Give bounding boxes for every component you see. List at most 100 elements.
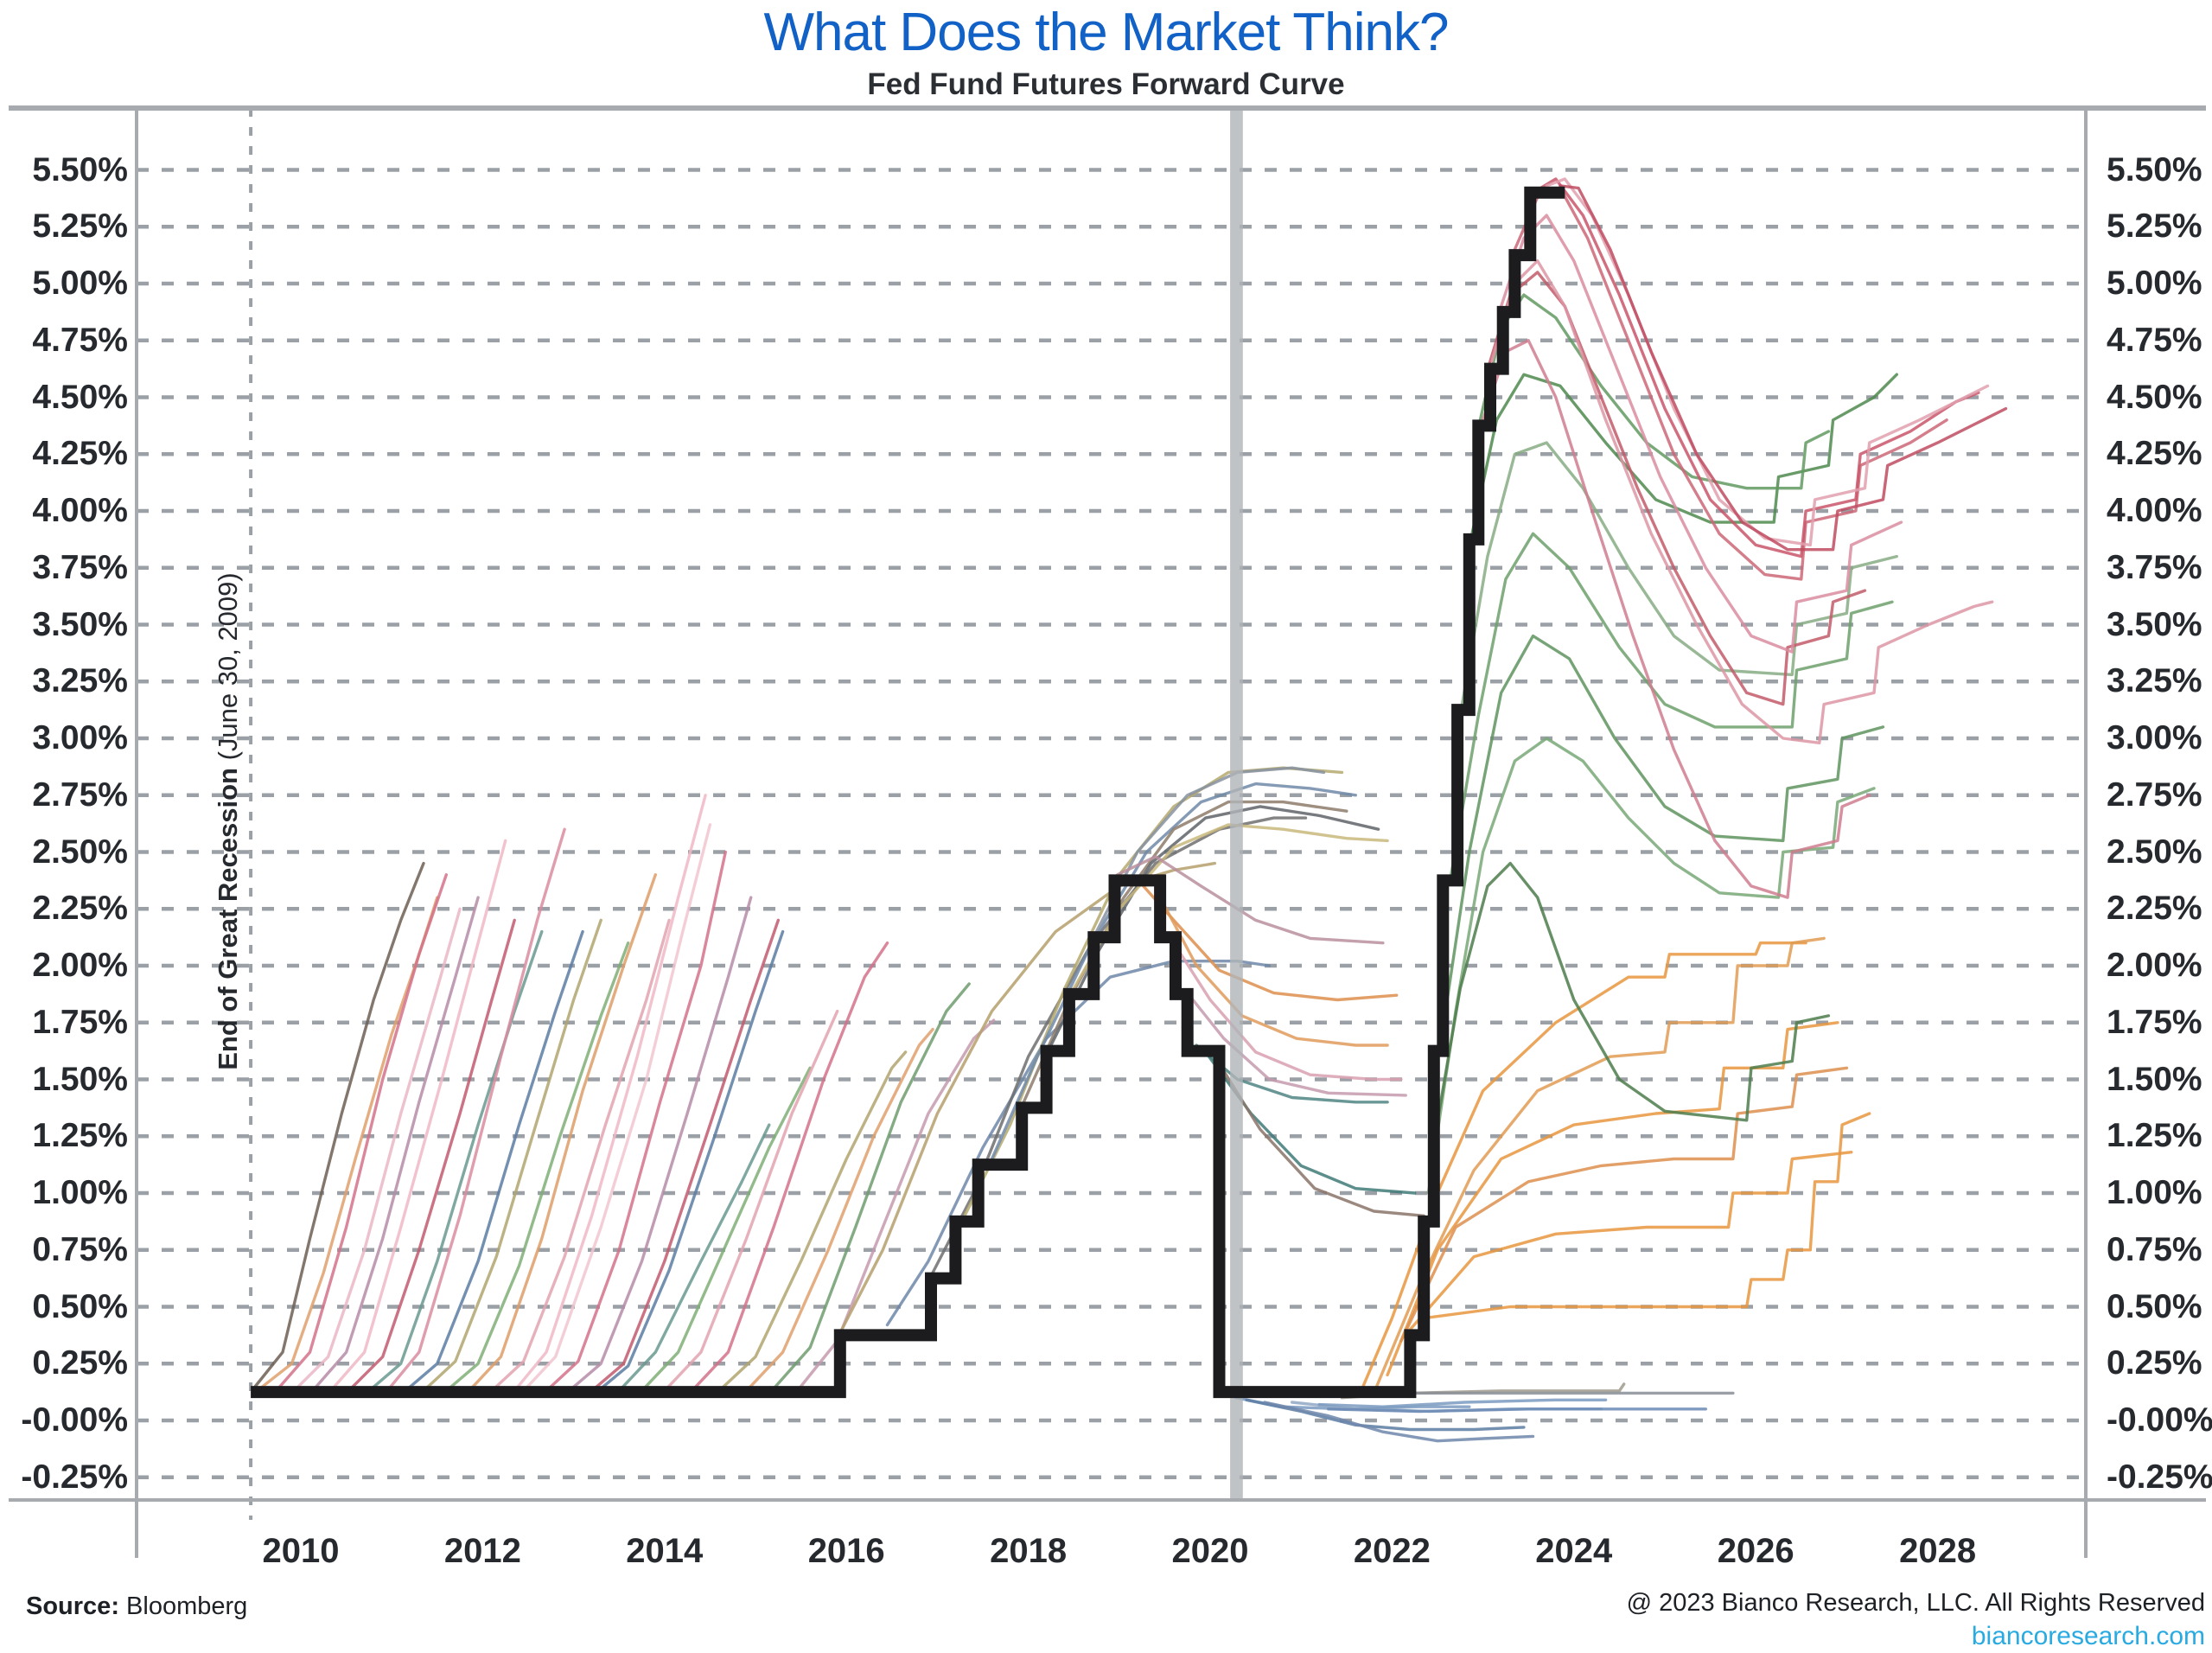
series-forward-curve bbox=[513, 794, 707, 1393]
y-tick-label-right: 3.75% bbox=[2107, 548, 2202, 586]
series-forward-curve bbox=[295, 907, 462, 1390]
y-tick-label-right: 1.50% bbox=[2107, 1060, 2202, 1098]
series-forward-curve bbox=[467, 873, 657, 1393]
y-tick-label-right: 2.00% bbox=[2107, 947, 2202, 984]
recession-annotation-date: (June 30, 2009) bbox=[213, 572, 243, 769]
series-forward-curve bbox=[331, 839, 507, 1390]
y-tick-label-left: 2.25% bbox=[32, 890, 128, 928]
series-forward-curve bbox=[349, 918, 516, 1390]
series-forward-curve bbox=[1422, 1112, 1871, 1320]
y-tick-label-right: 5.50% bbox=[2107, 150, 2202, 188]
series-forward-curve bbox=[596, 929, 785, 1393]
series-actual-rate bbox=[251, 186, 1565, 1399]
series-forward-curve bbox=[367, 929, 544, 1393]
series-forward-curve bbox=[253, 861, 425, 1388]
series-forward-curve bbox=[772, 982, 971, 1390]
series-forward-curve bbox=[1470, 373, 1898, 535]
series-forward-curve bbox=[1450, 532, 1894, 877]
series-forward-curve bbox=[885, 960, 1272, 1327]
y-tick-label-right: 2.25% bbox=[2107, 890, 2202, 928]
y-tick-label-left: 5.25% bbox=[32, 207, 128, 246]
y-tick-label-left: 4.00% bbox=[32, 492, 128, 529]
series-forward-curve bbox=[1116, 855, 1385, 945]
series-forward-curve bbox=[1158, 896, 1389, 1047]
series-forward-curve bbox=[717, 1050, 908, 1393]
y-tick-label-left: 3.00% bbox=[32, 719, 128, 756]
series-forward-curve bbox=[1486, 271, 1867, 706]
series-forward-curve bbox=[313, 896, 480, 1390]
x-tick-label: 2022 bbox=[1353, 1532, 1431, 1570]
covid-band bbox=[1230, 108, 1243, 1500]
series-forward-curve bbox=[1399, 1066, 1849, 1343]
x-tick-label: 2018 bbox=[990, 1532, 1068, 1570]
y-tick-label-left: 0.50% bbox=[32, 1287, 128, 1325]
series-forward-curve bbox=[690, 941, 889, 1393]
recession-annotation-bold: End of Great Recession bbox=[213, 768, 243, 1070]
series-forward-curve bbox=[1431, 861, 1831, 1150]
y-tick-label-left: 2.50% bbox=[32, 833, 128, 871]
series-forward-curve bbox=[1327, 1407, 1707, 1414]
series-forward-curve bbox=[840, 861, 1216, 1331]
series-forward-curve bbox=[799, 1018, 996, 1388]
x-tick-label: 2016 bbox=[807, 1532, 885, 1570]
x-tick-label: 2028 bbox=[1899, 1532, 1977, 1570]
series-forward-curve bbox=[1263, 1401, 1535, 1443]
source-value: Bloomberg bbox=[126, 1592, 248, 1620]
y-tick-label-left: -0.25% bbox=[21, 1458, 128, 1496]
series-forward-curve bbox=[1499, 214, 1903, 654]
series-forward-curve bbox=[990, 782, 1357, 1161]
y-tick-label-right: 1.00% bbox=[2107, 1174, 2202, 1211]
chart-subtitle: Fed Fund Futures Forward Curve bbox=[867, 67, 1345, 101]
y-tick-label-left: 1.75% bbox=[32, 1003, 128, 1041]
series-forward-curve bbox=[1245, 1398, 1526, 1432]
series-forward-curve bbox=[744, 1027, 934, 1393]
y-tick-label-right: 1.75% bbox=[2107, 1003, 2202, 1041]
y-tick-label-right: 0.50% bbox=[2107, 1287, 2202, 1325]
series-forward-curve bbox=[1372, 936, 1826, 1395]
y-tick-label-left: -0.00% bbox=[21, 1401, 128, 1439]
x-tick-label: 2026 bbox=[1717, 1532, 1794, 1570]
series-forward-curve bbox=[640, 1066, 812, 1393]
series-forward-curve bbox=[1408, 1151, 1853, 1331]
series-forward-curve bbox=[1458, 441, 1898, 718]
y-tick-label-right: 0.25% bbox=[2107, 1344, 2202, 1382]
y-tick-label-left: 5.00% bbox=[32, 265, 128, 302]
series-forward-curve bbox=[1440, 634, 1885, 1036]
y-tick-label-left: 4.75% bbox=[32, 321, 128, 359]
series-forward-curve bbox=[1426, 737, 1876, 1195]
series-forward-curve bbox=[404, 929, 584, 1393]
x-tick-label: 2014 bbox=[626, 1532, 704, 1570]
copyright-note: @ 2023 Bianco Research, LLC. All Rights … bbox=[1626, 1589, 2205, 1617]
y-tick-label-left: 2.00% bbox=[32, 947, 128, 984]
y-tick-label-left: 0.75% bbox=[32, 1230, 128, 1268]
series-forward-curve bbox=[1531, 177, 1980, 558]
series-forward-curve bbox=[1094, 766, 1326, 934]
series-forward-curve bbox=[1172, 941, 1403, 1082]
page-title: What Does the Market Think? bbox=[763, 3, 1450, 62]
series-forward-curve bbox=[1386, 1021, 1839, 1377]
y-tick-label-left: 3.50% bbox=[32, 605, 128, 643]
recession-annotation: End of Great Recession (June 30, 2009) bbox=[213, 519, 251, 1124]
series-forward-curve bbox=[1481, 339, 1871, 899]
series-forward-curve bbox=[258, 896, 439, 1390]
y-tick-label-left: 5.50% bbox=[32, 150, 128, 188]
y-tick-label-left: 3.25% bbox=[32, 662, 128, 700]
series-forward-curve bbox=[1545, 177, 1990, 547]
y-tick-label-right: 4.00% bbox=[2107, 492, 2202, 529]
series-forward-curve bbox=[590, 918, 780, 1393]
y-tick-label-right: 2.50% bbox=[2107, 833, 2202, 871]
series-forward-curve bbox=[545, 850, 727, 1393]
y-tick-label-right: 4.25% bbox=[2107, 435, 2202, 473]
y-tick-label-left: 0.25% bbox=[32, 1344, 128, 1382]
y-tick-label-right: 4.50% bbox=[2107, 378, 2202, 416]
series-forward-curve bbox=[1317, 1398, 1608, 1408]
y-tick-label-right: 1.25% bbox=[2107, 1117, 2202, 1155]
x-tick-label: 2012 bbox=[443, 1532, 521, 1570]
series-forward-curve bbox=[490, 918, 671, 1393]
series-forward-curve bbox=[422, 918, 602, 1393]
website-link[interactable]: biancoresearch.com bbox=[1971, 1622, 2205, 1650]
y-tick-label-right: 0.75% bbox=[2107, 1230, 2202, 1268]
y-tick-label-right: -0.00% bbox=[2107, 1401, 2212, 1439]
y-tick-label-right: 3.00% bbox=[2107, 719, 2202, 756]
